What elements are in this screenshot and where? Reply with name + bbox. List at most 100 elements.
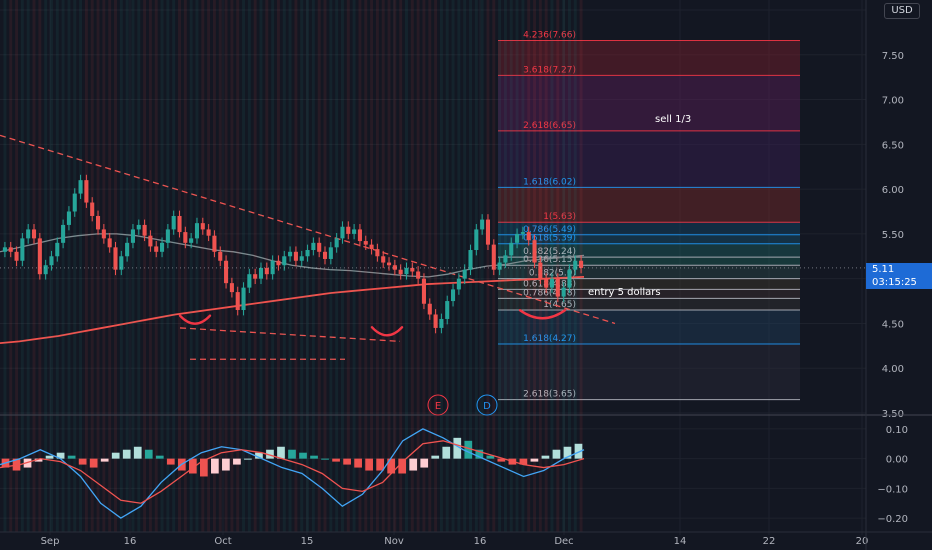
volume-bar xyxy=(416,0,420,532)
candle-body xyxy=(526,232,531,241)
candle-body xyxy=(561,287,566,297)
x-tick-label: 16 xyxy=(474,536,487,547)
candle-body xyxy=(148,235,153,247)
macd-tick-label: 0.00 xyxy=(886,455,908,466)
volume-bar xyxy=(212,0,216,532)
currency-selector[interactable]: USD xyxy=(884,3,920,19)
fib-band xyxy=(498,222,800,235)
candle-body xyxy=(26,229,31,239)
fib-level-label: 2.618(3.65) xyxy=(523,390,576,400)
y-tick-label: 7.00 xyxy=(882,96,904,107)
y-tick-label: 7.50 xyxy=(882,51,904,62)
volume-bar xyxy=(329,0,333,532)
candle-body xyxy=(369,244,374,250)
fib-band xyxy=(498,310,800,345)
fib-band xyxy=(498,40,800,76)
volume-bar xyxy=(346,0,350,532)
volume-bar xyxy=(556,0,560,532)
volume-bar xyxy=(527,0,531,532)
candle-body xyxy=(497,262,502,270)
fib-extension[interactable]: 4.236(7.66) 3.618(7.27) 2.618(6.65) 1.618(6… xyxy=(498,30,800,401)
y-tick-label: 5.50 xyxy=(882,230,904,241)
volume-bar xyxy=(544,0,548,532)
event-d-marker[interactable]: D xyxy=(476,394,498,416)
support-arcs[interactable] xyxy=(178,309,567,337)
volume-bar xyxy=(480,0,484,532)
bar-countdown-tag: 03:15:25 xyxy=(866,276,932,289)
macd-histogram-bar xyxy=(519,458,528,465)
volume-bar xyxy=(26,0,30,532)
candle-body xyxy=(293,251,298,261)
candle-body xyxy=(305,250,310,257)
candle-body xyxy=(218,251,223,261)
fib-level-label: 4.236(7.66) xyxy=(523,30,576,40)
candle-body xyxy=(258,267,264,279)
macd-histogram-bar xyxy=(277,446,285,459)
candle-body xyxy=(340,226,345,239)
macd-histogram-bar xyxy=(420,458,429,468)
candle-body xyxy=(352,229,357,234)
macd-histogram-bar xyxy=(486,455,495,459)
y-tick-label: 4.00 xyxy=(882,364,904,375)
candle-body xyxy=(90,202,95,216)
candle-body xyxy=(317,242,322,252)
candle-body xyxy=(520,232,525,234)
volume-bar xyxy=(125,0,129,532)
event-e-marker[interactable]: E xyxy=(427,394,449,416)
candle-body xyxy=(247,274,252,288)
candle-body xyxy=(515,233,520,243)
volume-bar xyxy=(375,0,379,532)
fib-band xyxy=(498,278,800,290)
candle-body xyxy=(154,246,159,252)
volume-bar xyxy=(79,0,83,532)
trendlines[interactable] xyxy=(0,134,616,360)
macd-histogram-bar xyxy=(442,446,451,459)
volume-bar xyxy=(253,0,257,532)
fib-level-label: 1(4.65) xyxy=(543,300,576,310)
volume-bar xyxy=(131,0,135,532)
candle-body xyxy=(20,238,25,261)
volume-bar xyxy=(323,0,327,532)
candle-body xyxy=(468,250,473,270)
candle-body xyxy=(544,278,549,288)
candle-body xyxy=(404,267,409,275)
candle-body xyxy=(456,278,461,290)
candle-body xyxy=(235,292,240,311)
candle-body xyxy=(474,229,479,251)
volume-bar xyxy=(288,0,292,532)
volume-bar xyxy=(515,0,519,532)
macd-histogram-bar xyxy=(211,458,219,474)
candle-body xyxy=(72,193,77,212)
fib-level-label: 1.618(4.27) xyxy=(523,334,576,344)
candle-body xyxy=(84,180,89,203)
entry-annotation[interactable]: entry 5 dollars xyxy=(588,287,661,298)
ma-long-line xyxy=(0,275,585,345)
volume-bar xyxy=(73,0,77,532)
candle-body xyxy=(567,269,572,288)
fib-band xyxy=(498,243,800,258)
volume-bar xyxy=(311,0,315,532)
candle-body xyxy=(37,238,42,275)
macd-histogram-bar xyxy=(244,458,252,460)
volume-bar xyxy=(358,0,362,532)
macd-histogram-bar xyxy=(530,458,539,462)
volume-bar xyxy=(102,0,106,532)
volume-bar xyxy=(90,0,94,532)
x-tick-label: 14 xyxy=(674,536,687,547)
candle-body xyxy=(491,244,496,270)
macd-histogram-bar xyxy=(56,452,65,459)
candle-body xyxy=(398,269,403,275)
macd-histogram-bar xyxy=(541,455,550,459)
candle-body xyxy=(130,229,135,243)
candle-body xyxy=(427,303,432,315)
fib-band xyxy=(498,289,800,299)
event-d-label: D xyxy=(483,401,491,412)
volume-bar xyxy=(160,0,164,532)
candle-body xyxy=(206,229,211,236)
candle-body xyxy=(183,232,188,243)
sell-annotation[interactable]: sell 1/3 xyxy=(655,114,691,125)
candle-body xyxy=(439,318,444,328)
candle-body xyxy=(357,229,362,242)
volume-bar xyxy=(108,0,112,532)
